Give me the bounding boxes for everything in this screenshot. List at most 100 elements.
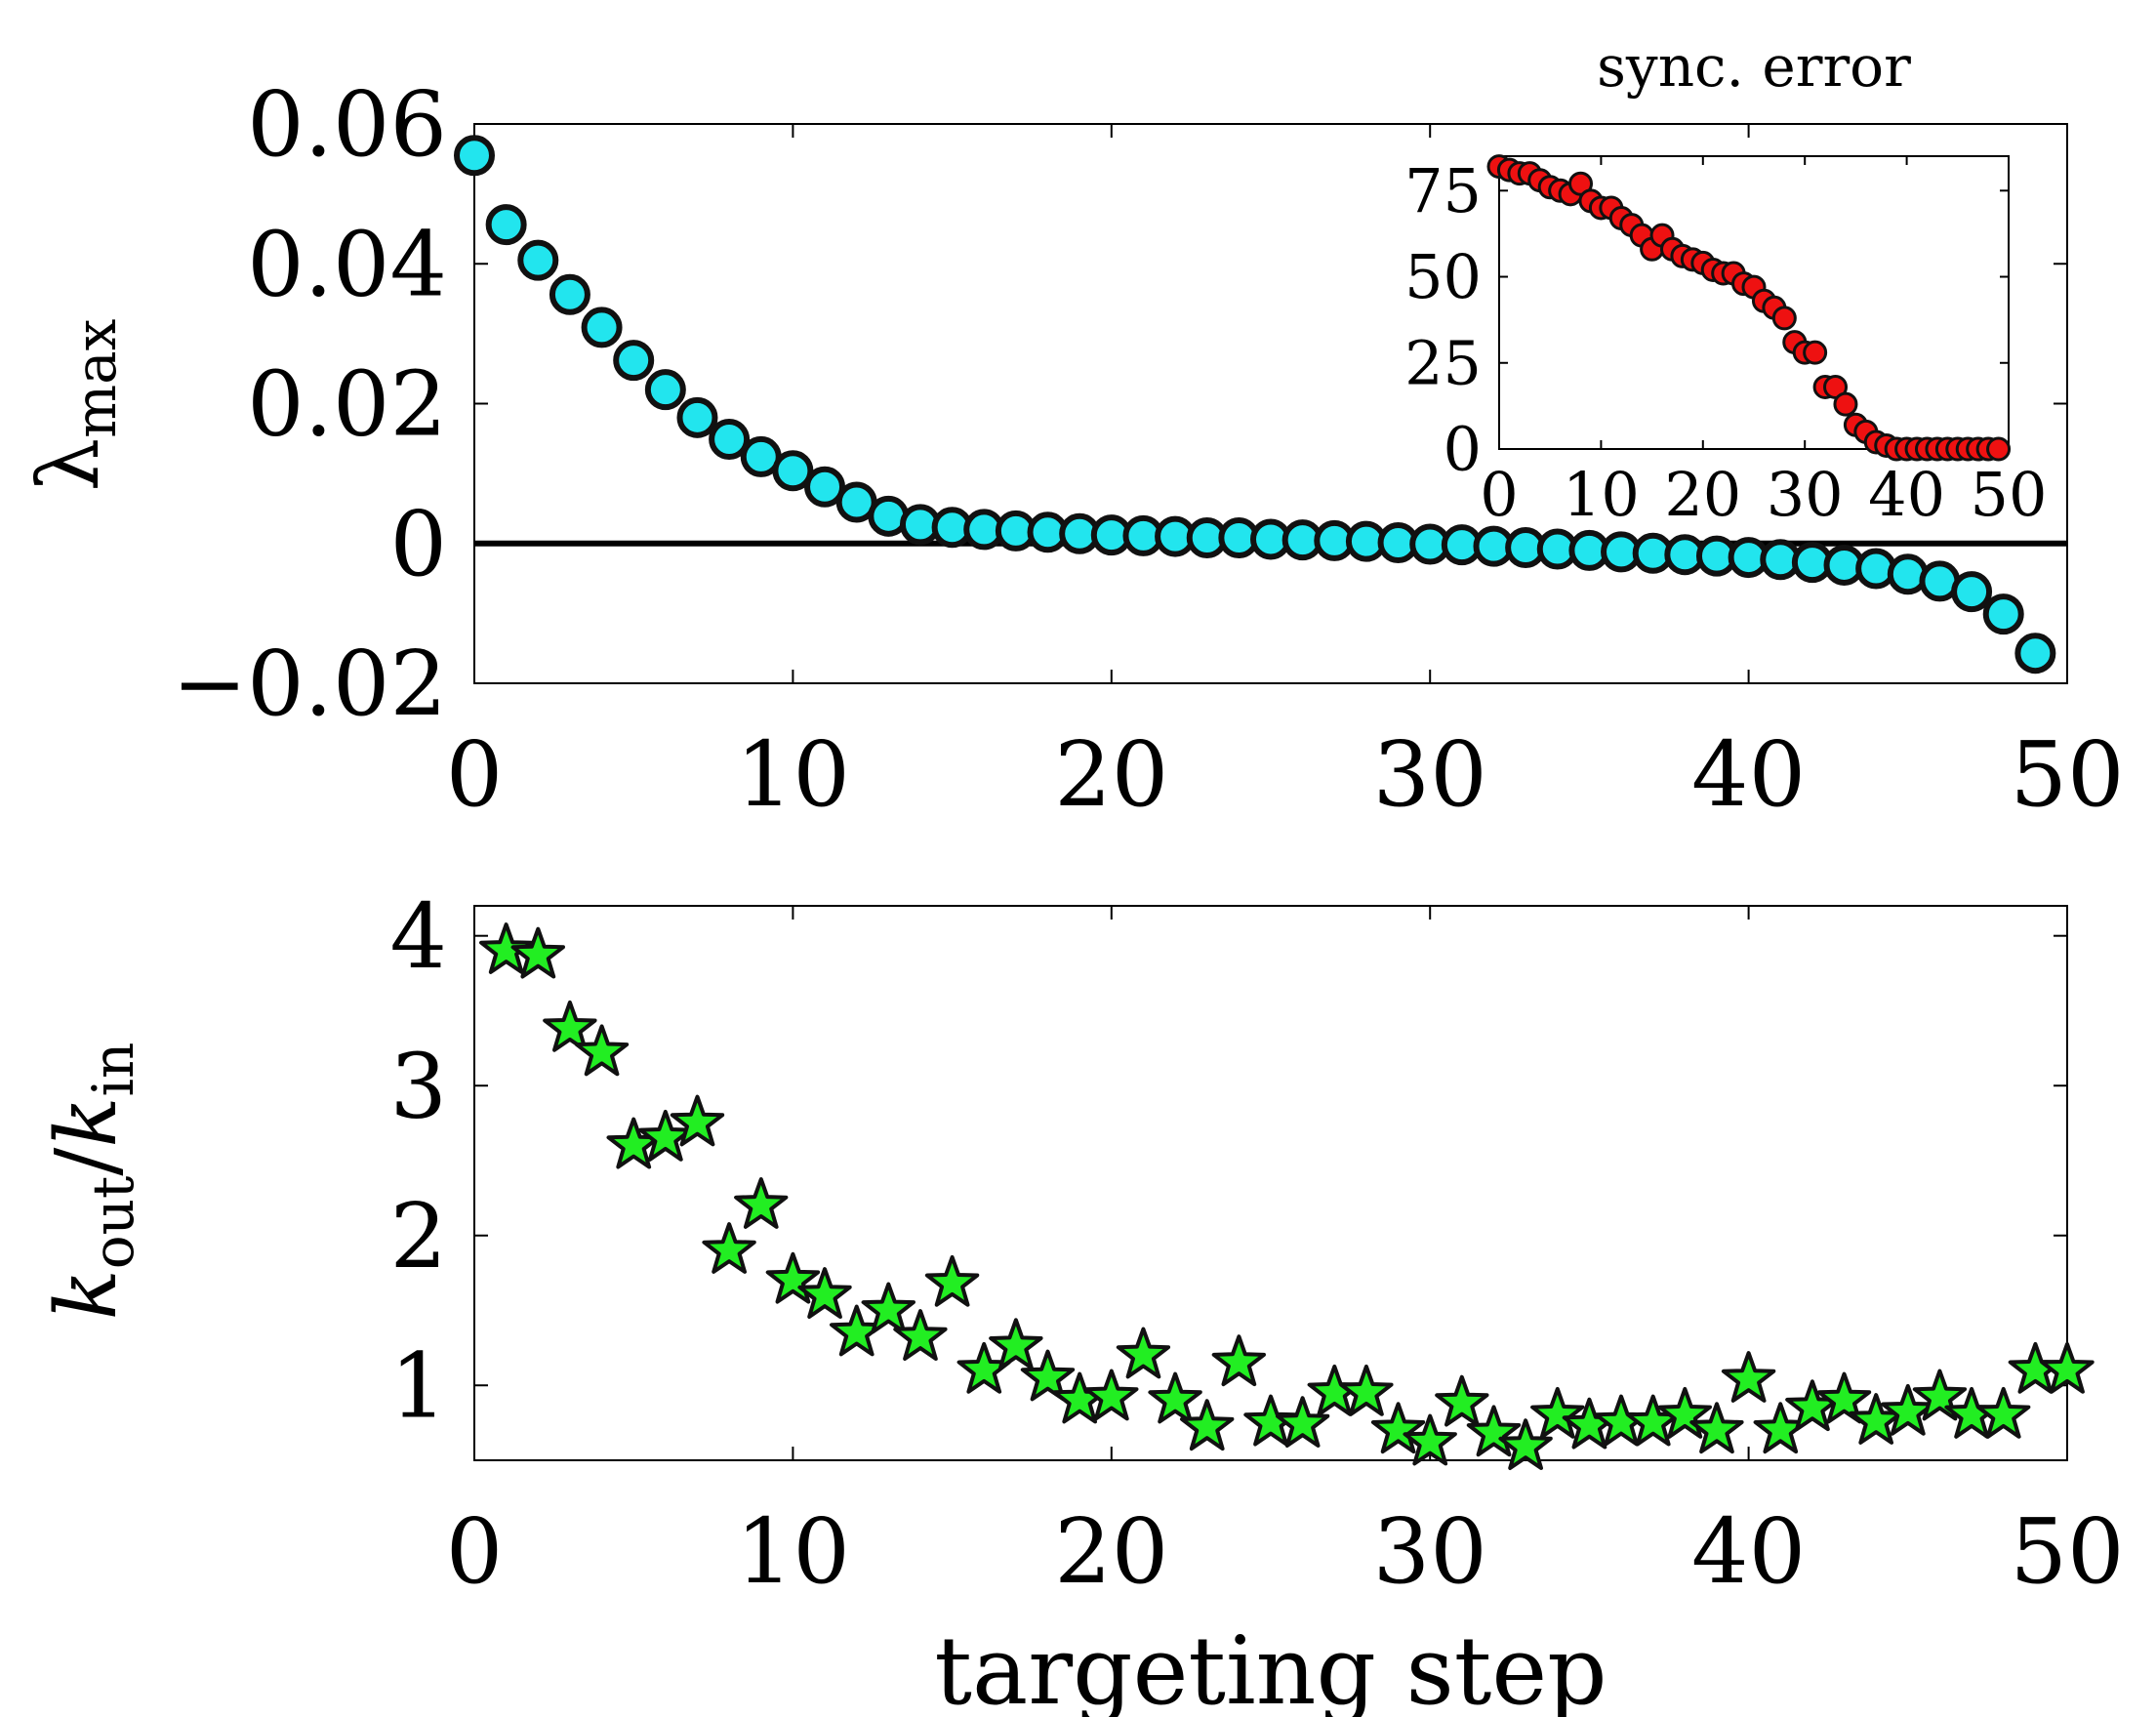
y-tick-label: 4 [389,884,447,989]
bottom-plot-frame [473,905,2068,1461]
inset-x-axis-ticks: 0 10 20 30 40 50 [1480,156,2047,530]
y-tick-label: 0 [389,492,447,596]
sync-error-point [1833,391,1858,417]
y-tick-label: 25 [1404,327,1482,398]
sync-error-point [1803,340,1828,365]
degree-ratio-point [574,1024,630,1077]
degree-ratio-point [893,1309,948,1361]
inset-plot-frame [1498,155,2010,450]
degree-ratio-point [1084,1369,1139,1421]
x-tick-label: 50 [2010,722,2124,827]
x-tick-label: 10 [1563,459,1640,530]
degree-ratio-point [1276,1396,1330,1448]
y-tick-label: −0.02 [172,632,447,736]
x-tick-label: 30 [1373,1499,1487,1604]
x-tick-label: 10 [736,1499,850,1604]
degree-ratio-point [861,1282,915,1334]
sync-error-point [1771,306,1797,331]
lambda-max-point [454,135,495,177]
top-y-axis-title: λmax [20,319,129,492]
lambda-max-point [676,396,718,438]
y-title-slash: / [38,1148,136,1176]
degree-ratio-point [510,926,565,979]
degree-ratio-point [1466,1405,1522,1457]
degree-ratio-point [1721,1351,1776,1403]
degree-ratio-point [1339,1364,1394,1416]
y-tick-label: 0.04 [247,212,447,316]
y-tick-label: 0.06 [247,72,447,177]
degree-ratio-point [1403,1413,1457,1466]
lambda-max-point [804,466,846,508]
bottom-x-axis-ticks: 0 10 20 30 40 50 [446,906,2125,1604]
degree-ratio-point [670,1094,725,1147]
degree-ratio-point [1435,1374,1489,1427]
lambda-max-points [454,135,2056,675]
degree-ratio-point [1816,1371,1872,1424]
y-title-k-out: k [38,1269,136,1320]
bottom-y-axis-title: kout/kin [38,1042,146,1321]
x-axis-title: targeting step [934,1616,1607,1717]
degree-ratio-point [1211,1334,1266,1387]
sync-error-points [1486,154,2012,462]
lambda-max-point [485,204,527,246]
y-tick-label: 1 [389,1333,447,1438]
lambda-max-point [709,419,751,461]
lambda-max-point [517,239,559,281]
x-tick-label: 0 [1480,459,1518,530]
top-y-axis-ticks: −0.02 0 0.02 0.04 0.06 [172,72,2067,736]
degree-ratio-point [797,1267,852,1319]
sync-error-inset: sync. error 0 10 20 30 40 50 0 25 50 75 [1404,33,2047,530]
x-tick-label: 20 [1054,722,1168,827]
y-tick-label: 3 [389,1034,447,1138]
x-tick-label: 40 [1868,459,1945,530]
degree-ratio-point [479,922,534,974]
y-title-k-in: k [38,1097,136,1148]
degree-ratio-point [1976,1386,2031,1439]
lambda-max-point [772,450,814,492]
y-title-symbol: λ [20,438,118,492]
degree-ratio-point [765,1251,821,1304]
x-tick-label: 40 [1691,722,1806,827]
lambda-max-point [613,340,655,382]
x-tick-label: 40 [1691,1499,1806,1604]
x-tick-label: 0 [446,722,504,827]
lambda-max-point [1982,593,2024,635]
degree-ratio-point [1657,1386,1712,1439]
y-tick-label: 0 [1444,414,1482,485]
degree-ratio-point [1116,1327,1171,1379]
degree-ratio-point [1370,1402,1426,1454]
degree-ratio-point [734,1177,789,1229]
degree-ratio-point [1912,1369,1968,1421]
x-tick-label: 30 [1373,722,1487,827]
top-x-axis-ticks: 0 10 20 30 40 50 [446,124,2125,827]
x-tick-label: 50 [2010,1499,2124,1604]
y-title-subscript: max [62,319,129,438]
degree-ratio-point [702,1222,756,1274]
y-tick-label: 0.02 [247,352,447,457]
degree-ratio-point [1689,1402,1744,1454]
y-title-out-subscript: out [80,1176,146,1270]
y-title-in-subscript: in [80,1042,146,1097]
x-tick-label: 0 [446,1499,504,1604]
degree-ratio-point [2040,1341,2095,1394]
x-tick-label: 30 [1767,459,1844,530]
x-tick-label: 10 [736,722,850,827]
lambda-max-point [581,307,623,348]
lambda-max-point [1951,571,1993,613]
x-tick-label: 50 [1971,459,2048,530]
degree-ratio-point [1530,1386,1585,1439]
lambda-max-point [549,273,590,315]
degree-ratio-points [479,922,2095,1470]
y-tick-label: 75 [1404,155,1482,226]
y-tick-label: 50 [1404,241,1482,312]
degree-ratio-point [1180,1399,1235,1451]
lambda-max-point [2014,633,2056,675]
degree-ratio-point [989,1318,1043,1370]
degree-ratio-point [1020,1349,1076,1402]
lambda-max-point [644,369,686,411]
sync-error-point [1986,436,2012,462]
x-tick-label: 20 [1664,459,1741,530]
